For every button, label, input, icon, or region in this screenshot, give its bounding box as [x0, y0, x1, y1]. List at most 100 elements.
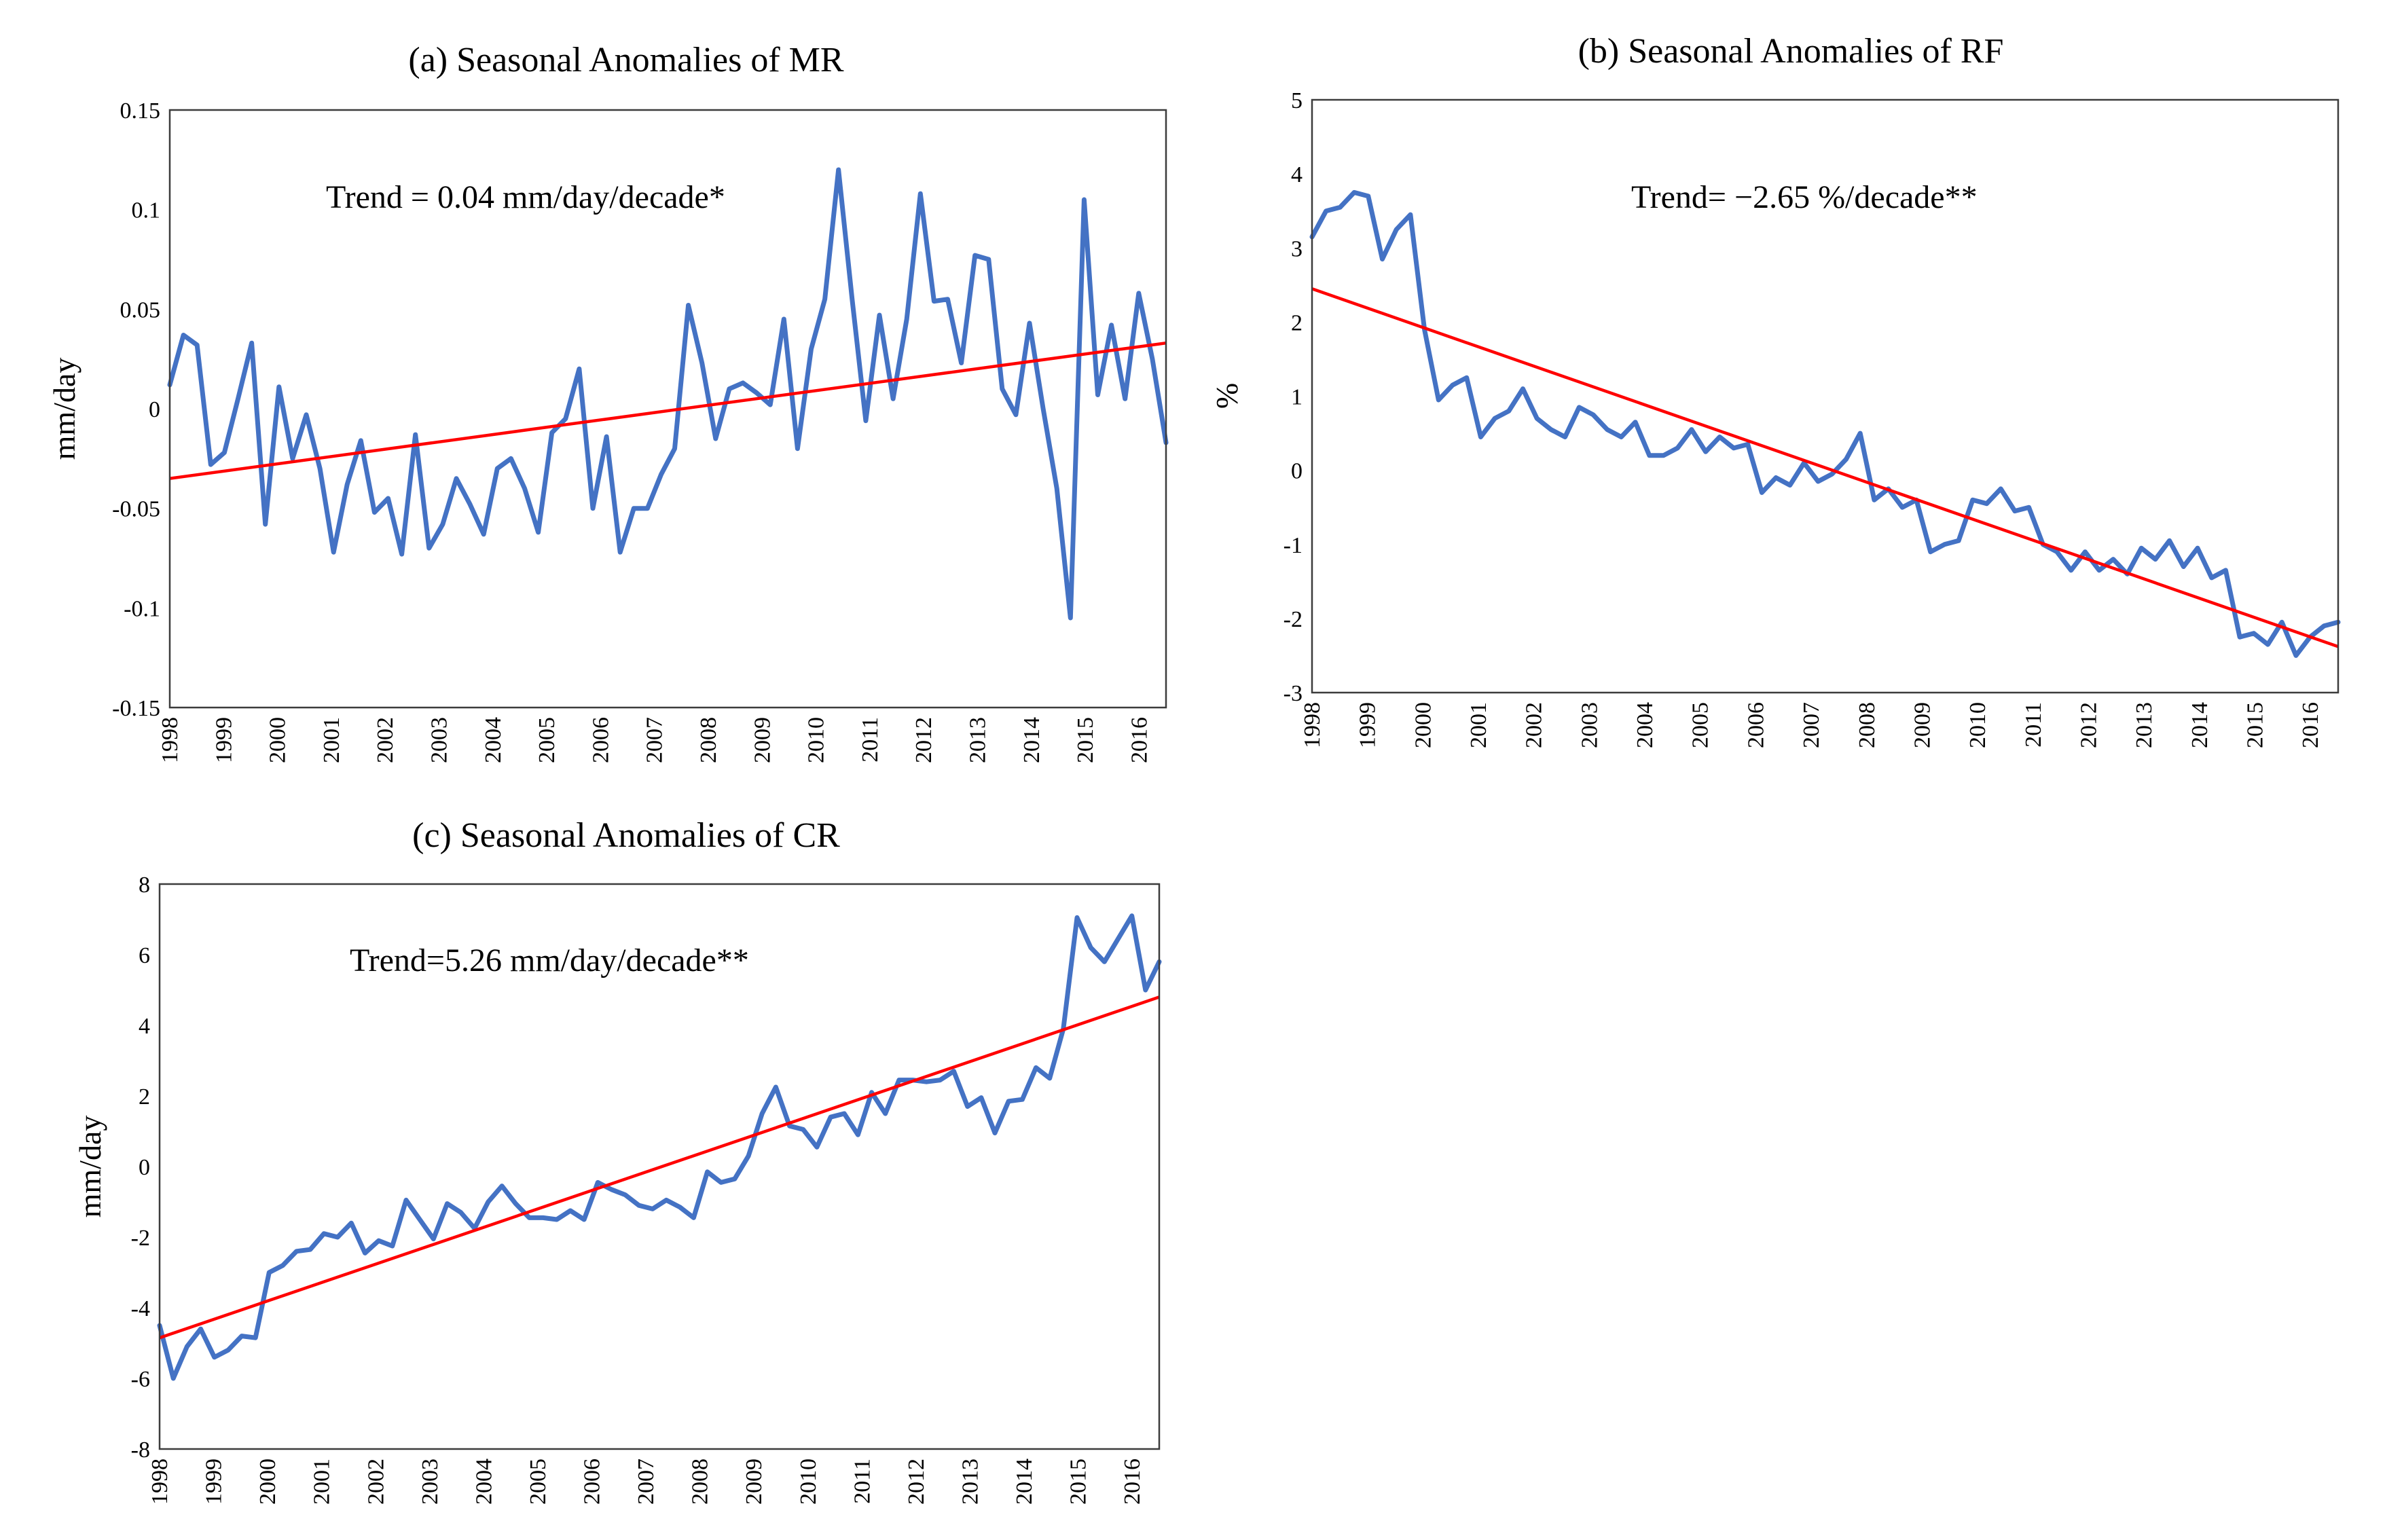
panel-b-xtick-label: 2012: [2077, 702, 2102, 748]
panel-c-y-axis-label: mm/day: [73, 1116, 107, 1218]
panel-b-xtick-label: 2003: [1577, 702, 1602, 748]
panel-c-ytick-label: -2: [131, 1226, 150, 1251]
panel-c-plot-frame: [158, 883, 1161, 1450]
panel-a-ytick-label: 0: [149, 397, 160, 422]
panel-b-anomaly-series-line: [1309, 189, 2341, 658]
panel-b-trend-annotation: Trend= −2.65 %/decade**: [1631, 179, 1978, 215]
panel-b-xtick-label: 2007: [1799, 702, 1824, 748]
panel-a-trend-annotation: Trend = 0.04 mm/day/decade*: [326, 179, 725, 215]
panel-a-xtick-label: 2009: [750, 717, 775, 763]
panel-c-trend-line: [159, 995, 1160, 1340]
panel-a-ytick-label: -0.05: [112, 497, 160, 522]
panel-c-xtick-label: 2016: [1120, 1459, 1145, 1505]
panel-b-xtick-label: 2013: [2132, 702, 2157, 748]
panel-a-seasonal-anomalies-mr: (a) Seasonal Anomalies of MR mm/day Tren…: [47, 41, 1169, 763]
panel-c-anomaly-series-line: [157, 913, 1162, 1381]
panel-b-xtick-label: 2001: [1466, 702, 1491, 748]
panel-b-ytick-label: -1: [1283, 533, 1303, 558]
panel-b-xtick-label: 2011: [2021, 702, 2046, 748]
panel-b-xtick-label: 1999: [1355, 702, 1381, 748]
panel-a-plot-layer: -0.15 -0.1 -0.05 0 0.05 0.1 0.15 1998 1999 2000 20…: [112, 98, 1169, 763]
panel-c-ytick-label: -4: [131, 1296, 150, 1321]
panel-b-xtick-label: 2014: [2187, 702, 2213, 748]
panel-c-trend-annotation: Trend=5.26 mm/day/decade**: [350, 942, 749, 978]
panel-b-plot-frame: [1311, 98, 2340, 694]
panel-b-ytick-label: 0: [1291, 459, 1303, 484]
panel-a-title: (a) Seasonal Anomalies of MR: [408, 41, 844, 79]
panel-a-xtick-label: 2016: [1127, 717, 1152, 763]
panel-b-y-axis-label: %: [1209, 383, 1244, 409]
panel-a-plot-frame: [168, 109, 1167, 709]
panel-c-xtick-label: 2001: [310, 1459, 335, 1505]
panel-a-xtick-label: 2013: [966, 717, 991, 763]
panel-c-xtick-label: 2014: [1012, 1459, 1037, 1505]
panel-c-xtick-label: 2008: [688, 1459, 713, 1505]
panel-b-xtick-label: 2010: [1965, 702, 1990, 748]
panel-b-ytick-label: 3: [1291, 236, 1303, 261]
panel-a-xtick-label: 2000: [266, 717, 291, 763]
panel-c-ytick-label: 0: [139, 1155, 150, 1180]
panel-a-trend-line: [169, 341, 1167, 480]
panel-c-xtick-label: 2005: [526, 1459, 551, 1505]
panel-b-title: (b) Seasonal Anomalies of RF: [1578, 32, 2004, 71]
panel-a-xtick-label: 2004: [481, 717, 506, 763]
panel-b-seasonal-anomalies-rf: (b) Seasonal Anomalies of RF % Trend= −2…: [1209, 32, 2341, 748]
panel-a-ytick-label: 0.1: [132, 198, 161, 223]
panel-c-xtick-label: 2010: [796, 1459, 821, 1505]
panel-b-ytick-label: 1: [1291, 385, 1303, 410]
panel-c-xtick-label: 2013: [958, 1459, 983, 1505]
panel-a-xtick-label: 1999: [211, 717, 236, 763]
panel-b-xtick-label: 2002: [1522, 702, 1547, 748]
panel-a-xtick-label: 2007: [642, 717, 668, 763]
panel-b-xtick-label: 2006: [1743, 702, 1768, 748]
panel-b-ytick-label: 2: [1291, 310, 1303, 335]
panel-a-xtick-label: 2015: [1073, 717, 1098, 763]
panel-a-xtick-label: 2012: [911, 717, 936, 763]
panel-b-xtick-label: 2015: [2243, 702, 2268, 748]
panel-c-plot-layer: -8 -6 -4 -2 0 2 4 6 8 1998 1999 2000 2001 2002 2003 200…: [131, 873, 1162, 1505]
panel-a-xtick-label: 2014: [1019, 717, 1044, 763]
panel-c-xtick-label: 2012: [904, 1459, 929, 1505]
panel-c-xtick-label: 2004: [471, 1459, 496, 1505]
panel-c-ytick-label: 8: [139, 873, 150, 898]
panel-c-xtick-label: 2000: [255, 1459, 280, 1505]
panel-a-xtick-label: 2006: [588, 717, 613, 763]
panel-b-xtick-label: 2009: [1910, 702, 1935, 748]
panel-a-xtick-label: 2005: [534, 717, 560, 763]
panel-b-xtick-label: 1998: [1300, 702, 1325, 748]
panel-b-xtick-label: 2008: [1855, 702, 1880, 748]
panel-c-ytick-label: -6: [131, 1367, 150, 1392]
panel-a-xtick-label: 2003: [427, 717, 452, 763]
panel-a-xtick-label: 2010: [804, 717, 829, 763]
panel-c-xtick-label: 1998: [147, 1459, 172, 1505]
panel-b-xtick-label: 2000: [1410, 702, 1436, 748]
panel-b-trend-line: [1311, 287, 2339, 648]
panel-c-ytick-label: 2: [139, 1084, 150, 1110]
panel-b-ytick-label: -2: [1283, 607, 1303, 632]
panel-b-xtick-label: 2016: [2298, 702, 2323, 748]
panel-c-xtick-label: 1999: [202, 1459, 227, 1505]
panel-a-xtick-label: 2001: [319, 717, 344, 763]
panel-b-xtick-label: 2005: [1688, 702, 1713, 748]
panel-c-xtick-label: 2006: [580, 1459, 605, 1505]
panel-c-xtick-label: 2011: [850, 1459, 875, 1504]
panel-a-xtick-label: 2011: [858, 717, 883, 763]
panel-c-xtick-label: 2009: [742, 1459, 767, 1505]
panel-a-y-axis-label: mm/day: [47, 358, 81, 460]
panel-c-ytick-label: 6: [139, 943, 150, 968]
panel-a-xtick-label: 1998: [158, 717, 183, 763]
panel-c-ytick-label: -8: [131, 1437, 150, 1463]
panel-a-ytick-label: -0.1: [124, 596, 160, 621]
panel-a-ytick-label: 0.15: [120, 98, 161, 124]
panel-b-plot-layer: -3 -2 -1 0 1 2 3 4 5 1998 1999 2000 2001 2002 2003 2004…: [1283, 88, 2341, 748]
panel-c-xtick-label: 2002: [363, 1459, 388, 1505]
panel-b-ytick-label: 5: [1291, 88, 1303, 113]
panel-c-seasonal-anomalies-cr: (c) Seasonal Anomalies of CR mm/day Tren…: [73, 816, 1162, 1505]
panel-c-xtick-label: 2007: [634, 1459, 659, 1505]
panel-a-xtick-label: 2002: [373, 717, 398, 763]
panel-a-anomaly-series-line: [167, 167, 1169, 621]
panel-b-xtick-label: 2004: [1633, 702, 1658, 748]
panel-c-ytick-label: 4: [139, 1014, 150, 1039]
panel-c-title: (c) Seasonal Anomalies of CR: [412, 816, 840, 855]
